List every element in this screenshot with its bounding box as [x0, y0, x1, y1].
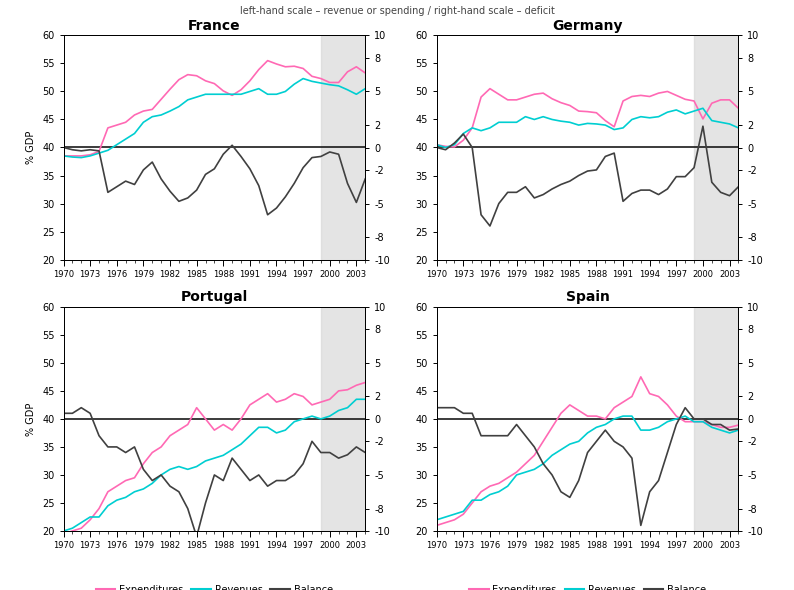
Legend: Expenditures, Revenues, Balance: Expenditures, Revenues, Balance — [92, 581, 337, 590]
Y-axis label: % GDP: % GDP — [26, 131, 37, 164]
Title: Germany: Germany — [553, 19, 622, 33]
Bar — [694, 35, 738, 260]
Y-axis label: % GDP: % GDP — [26, 402, 37, 435]
Legend: Expenditures, Revenues, Balance: Expenditures, Revenues, Balance — [92, 309, 337, 327]
Bar — [321, 35, 365, 260]
Title: France: France — [188, 19, 241, 33]
Legend: Expenditures, Revenues, Balance: Expenditures, Revenues, Balance — [465, 309, 710, 327]
Title: Portugal: Portugal — [181, 290, 248, 304]
Bar — [694, 307, 738, 531]
Legend: Expenditures, Revenues, Balance: Expenditures, Revenues, Balance — [465, 581, 710, 590]
Text: left-hand scale – revenue or spending / right-hand scale – deficit: left-hand scale – revenue or spending / … — [240, 6, 554, 16]
Title: Spain: Spain — [565, 290, 610, 304]
Bar — [321, 307, 365, 531]
